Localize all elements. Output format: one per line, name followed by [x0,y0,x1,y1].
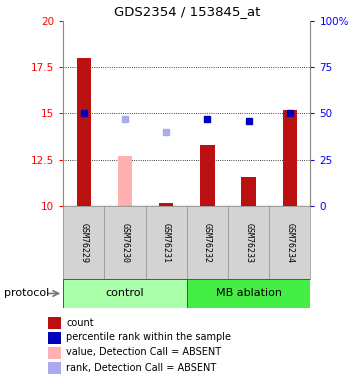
Bar [48,332,61,344]
Bar [48,362,61,374]
Bar [48,316,61,328]
Text: rank, Detection Call = ABSENT: rank, Detection Call = ABSENT [66,363,217,372]
Text: GSM76229: GSM76229 [79,223,88,263]
Text: GSM76232: GSM76232 [203,223,212,263]
Bar [48,346,61,358]
Bar [63,279,187,308]
Text: count: count [66,318,94,327]
Bar [242,177,256,206]
Bar [283,110,297,206]
Text: GSM76230: GSM76230 [121,223,130,263]
Bar [118,156,132,206]
Text: GSM76234: GSM76234 [285,223,294,263]
Bar [200,145,215,206]
Text: protocol: protocol [4,288,49,298]
Text: control: control [106,288,144,298]
Bar [187,279,310,308]
Title: GDS2354 / 153845_at: GDS2354 / 153845_at [114,5,260,18]
Text: MB ablation: MB ablation [216,288,282,298]
Text: value, Detection Call = ABSENT: value, Detection Call = ABSENT [66,348,222,357]
Text: percentile rank within the sample: percentile rank within the sample [66,333,231,342]
Bar [159,202,173,206]
Bar [77,58,91,206]
Text: GSM76231: GSM76231 [162,223,171,263]
Text: GSM76233: GSM76233 [244,223,253,263]
